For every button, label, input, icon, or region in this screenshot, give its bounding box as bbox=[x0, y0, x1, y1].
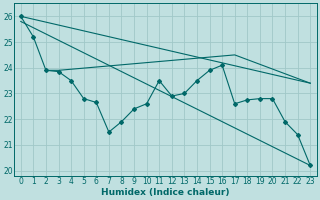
X-axis label: Humidex (Indice chaleur): Humidex (Indice chaleur) bbox=[101, 188, 230, 197]
